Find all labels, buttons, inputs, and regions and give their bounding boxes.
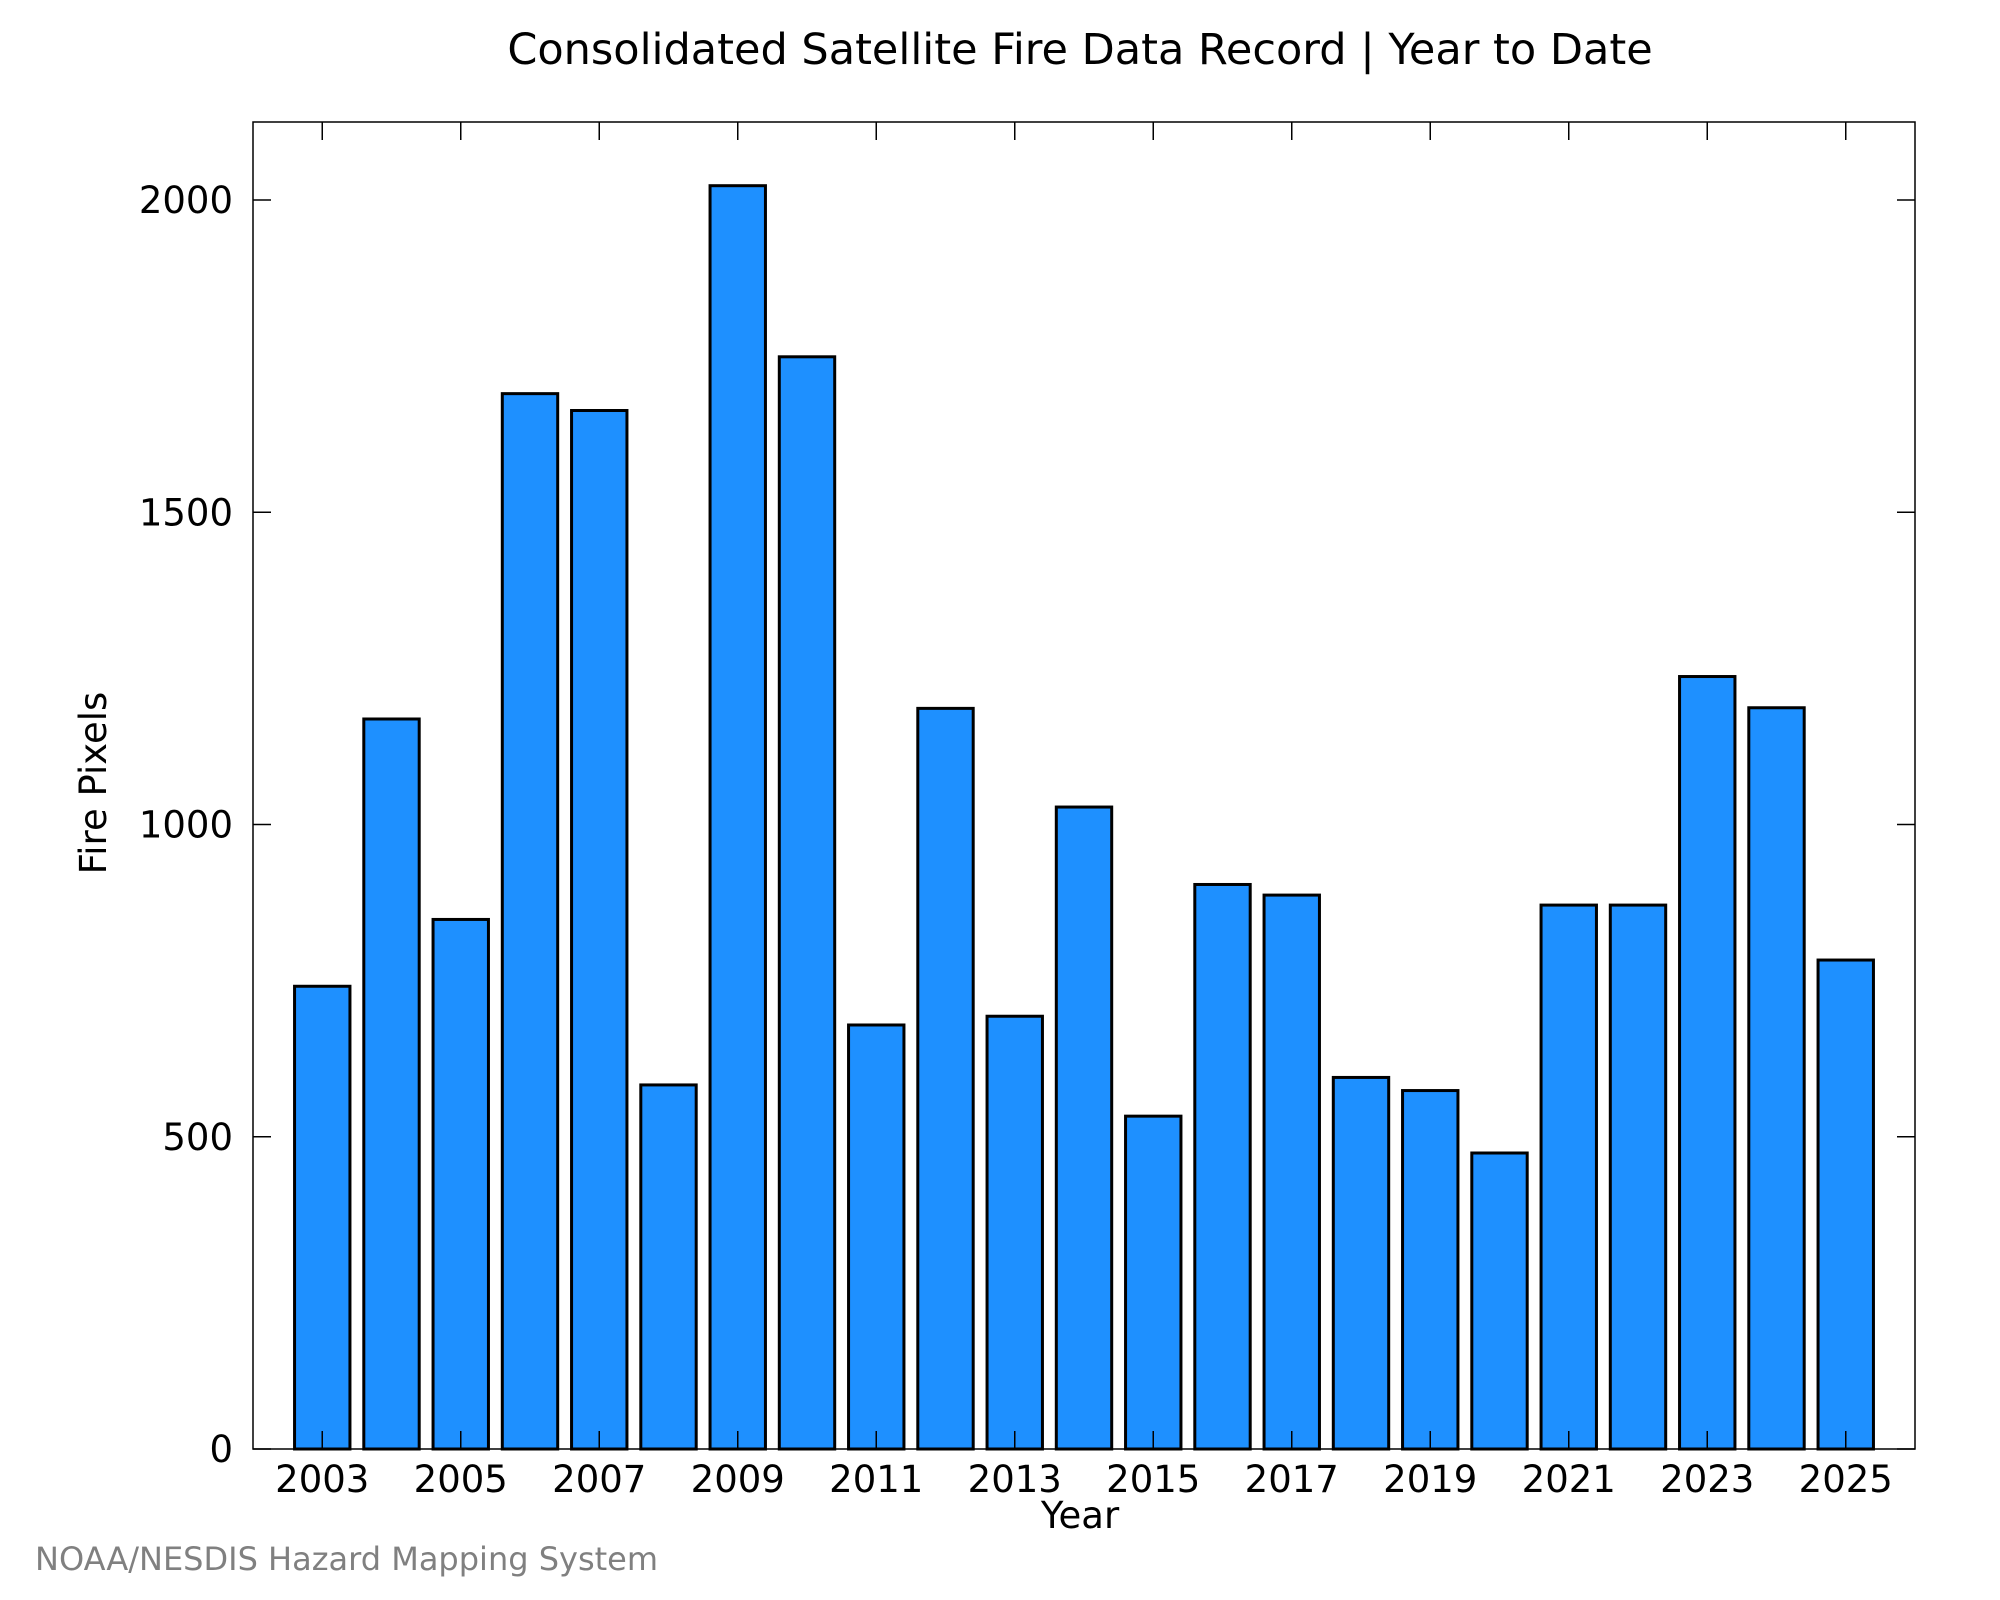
x-tick-label: 2005	[414, 1458, 508, 1501]
bar-2019	[1401, 1089, 1460, 1451]
y-tick-label: 2000	[139, 179, 233, 222]
chart-title: Consolidated Satellite Fire Data Record …	[507, 25, 1652, 75]
x-tick-label: 2011	[829, 1458, 923, 1501]
x-axis-title: Year	[1040, 1494, 1120, 1537]
x-tick-label: 2013	[968, 1458, 1062, 1501]
bars-group	[293, 184, 1875, 1451]
bar-2017	[1262, 893, 1321, 1451]
bar-2006	[500, 392, 560, 1451]
x-tick-label: 2009	[691, 1458, 785, 1501]
bar-2010	[777, 355, 837, 1451]
bar-2015	[1124, 1114, 1183, 1451]
bar-2016	[1193, 882, 1252, 1451]
bar-2013	[985, 1014, 1044, 1451]
x-tick-label: 2017	[1245, 1458, 1339, 1501]
bar-2003	[293, 984, 352, 1451]
x-tick-label: 2003	[275, 1458, 369, 1501]
bar-2011	[847, 1023, 906, 1451]
bar-2018	[1331, 1075, 1391, 1451]
bar-2023	[1678, 675, 1737, 1451]
bar-2022	[1608, 903, 1668, 1451]
y-tick-labels: 0 500 1000 1500 2000	[139, 179, 233, 1471]
bar-2009	[708, 184, 767, 1451]
y-tick-label: 1500	[139, 491, 233, 534]
x-tick-label: 2015	[1106, 1458, 1200, 1501]
axis-ticks	[253, 122, 1915, 1450]
bar-2008	[639, 1083, 698, 1451]
bar-2020	[1470, 1151, 1529, 1451]
credit-text: NOAA/NESDIS Hazard Mapping System	[35, 1540, 658, 1578]
x-tick-label: 2021	[1522, 1458, 1616, 1501]
x-tick-label: 2007	[552, 1458, 646, 1501]
bar-2004	[362, 717, 421, 1451]
bar-2007	[570, 409, 629, 1451]
x-tick-label: 2019	[1383, 1458, 1477, 1501]
y-tick-label: 0	[209, 1428, 233, 1471]
bar-2024	[1747, 706, 1806, 1451]
x-tick-label: 2023	[1660, 1458, 1754, 1501]
bar-2012	[916, 706, 975, 1451]
plot-frame	[252, 121, 1916, 1450]
bar-2005	[431, 917, 490, 1451]
y-axis-title: Fire Pixels	[72, 692, 115, 875]
bar-2025	[1816, 958, 1875, 1451]
x-tick-labels: 2003 2005 2007 2009 2011 2013 2015 2017 2019 2021…	[275, 1458, 1893, 1501]
bar-2014	[1054, 805, 1114, 1451]
y-tick-label: 500	[162, 1116, 233, 1159]
x-tick-label: 2025	[1799, 1458, 1893, 1501]
y-tick-label: 1000	[139, 804, 233, 847]
bar-2021	[1539, 903, 1598, 1451]
